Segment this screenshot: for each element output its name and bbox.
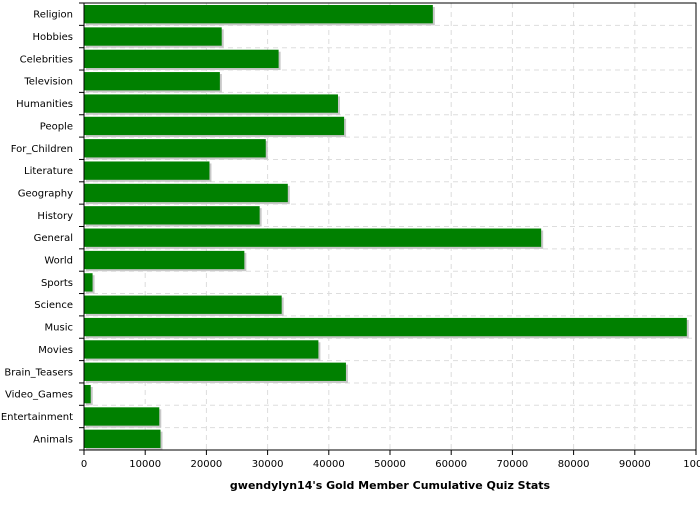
category-label: People xyxy=(40,121,73,132)
category-label: Television xyxy=(23,77,73,88)
axes xyxy=(79,2,697,455)
bar-people xyxy=(84,116,345,136)
category-label: Brain_Teasers xyxy=(4,367,73,378)
category-label: Entertainment xyxy=(1,412,73,423)
bar-music xyxy=(84,317,687,337)
category-label: Video_Games xyxy=(5,390,73,401)
category-label: World xyxy=(44,256,73,267)
plot-frame xyxy=(83,2,697,451)
x-tick-label: 90000 xyxy=(619,459,651,470)
x-tick-label: 1000 xyxy=(683,459,700,470)
x-tick-label: 10000 xyxy=(129,459,161,470)
x-tick-label: 50000 xyxy=(374,459,406,470)
x-axis-title: gwendylyn14's Gold Member Cumulative Qui… xyxy=(230,479,551,492)
bar-general xyxy=(84,228,542,247)
category-label: Sports xyxy=(41,278,73,289)
x-tick-label: 70000 xyxy=(496,459,528,470)
category-label: Hobbies xyxy=(33,32,73,43)
category-label: Movies xyxy=(38,345,73,356)
category-label: Literature xyxy=(24,166,73,177)
bar-literature xyxy=(84,161,210,180)
category-label: Celebrities xyxy=(20,54,73,65)
x-tick-label: 60000 xyxy=(435,459,467,470)
bar-movies xyxy=(84,340,319,359)
labels: 0 10000 20000 30000 40000 50000 60000 70000 8000… xyxy=(1,10,700,470)
category-label: Animals xyxy=(33,434,73,445)
bars xyxy=(84,5,689,450)
category-label: Humanities xyxy=(16,99,73,110)
grid xyxy=(84,3,697,450)
bar-for-children xyxy=(84,139,266,158)
category-label: For_Children xyxy=(11,144,73,155)
category-label: Religion xyxy=(33,10,73,21)
bar-sports xyxy=(84,273,93,292)
bar-entertainment xyxy=(84,407,160,426)
x-tick-label: 80000 xyxy=(558,459,590,470)
bar-brain-teasers xyxy=(84,362,346,381)
category-label: Geography xyxy=(18,188,73,199)
bar-animals xyxy=(84,429,161,448)
bar-hobbies xyxy=(84,27,222,46)
x-tick-label: 0 xyxy=(81,459,87,470)
bar-celebrities xyxy=(84,49,279,69)
bar-science xyxy=(84,295,282,314)
category-label: General xyxy=(34,233,73,244)
bar-history xyxy=(84,206,260,225)
bar-geography xyxy=(84,183,288,203)
category-label: Science xyxy=(34,300,73,311)
x-tick-label: 30000 xyxy=(252,459,284,470)
category-label: Music xyxy=(45,323,73,334)
bar-humanities xyxy=(84,94,338,113)
category-label: History xyxy=(37,211,73,222)
x-tick-label: 20000 xyxy=(190,459,222,470)
x-tick-label: 40000 xyxy=(313,459,345,470)
bar-television xyxy=(84,72,220,91)
bar-religion xyxy=(84,5,433,24)
bar-video-games xyxy=(84,384,91,404)
bar-world xyxy=(84,250,245,270)
